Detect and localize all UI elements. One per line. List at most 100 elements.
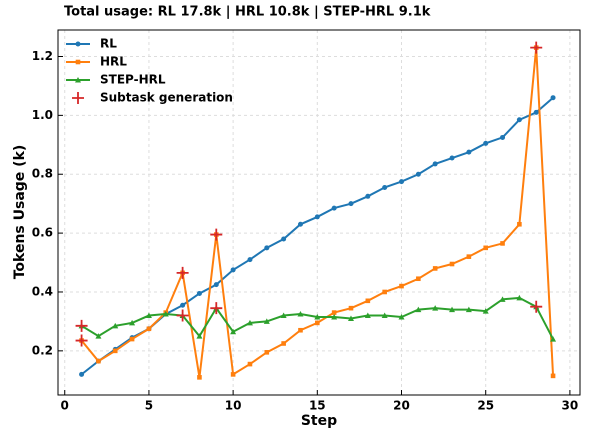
point <box>281 341 286 346</box>
point <box>348 305 354 311</box>
point <box>230 372 236 377</box>
legend-marker <box>75 41 81 47</box>
point <box>180 302 186 308</box>
point <box>75 41 81 47</box>
point <box>210 302 223 315</box>
x-tick-label: 20 <box>393 399 410 413</box>
point <box>516 117 522 123</box>
legend-label: Subtask generation <box>100 91 233 105</box>
point <box>145 312 152 319</box>
point <box>364 312 371 319</box>
point <box>264 350 270 355</box>
point <box>129 319 136 326</box>
point <box>500 241 505 246</box>
point <box>382 184 388 190</box>
point <box>196 290 202 296</box>
y-tick-label: 1.2 <box>32 49 53 63</box>
point <box>533 109 539 115</box>
legend-label: HRL <box>100 55 127 69</box>
point <box>197 375 202 380</box>
point <box>112 322 119 329</box>
point <box>348 201 354 207</box>
point <box>196 333 203 339</box>
y-tick-label: 1.0 <box>32 108 53 122</box>
point <box>314 313 321 320</box>
point <box>483 245 489 251</box>
legend-marker <box>72 92 84 104</box>
point <box>449 155 455 161</box>
point <box>176 266 189 279</box>
point <box>75 334 88 347</box>
point <box>314 214 320 220</box>
y-tick-label: 0.4 <box>32 284 53 298</box>
point <box>96 358 101 364</box>
point <box>365 193 371 199</box>
point <box>146 326 152 332</box>
point <box>176 309 189 322</box>
x-tick-label: 25 <box>477 399 494 413</box>
point <box>247 257 253 263</box>
point <box>230 328 237 335</box>
x-axis-label: Step <box>301 413 337 429</box>
point <box>246 319 253 326</box>
point <box>79 371 85 377</box>
point <box>75 77 81 83</box>
point <box>483 140 489 146</box>
chart-title: Total usage: RL 17.8k | HRL 10.8k | STEP… <box>64 5 431 20</box>
point <box>416 276 421 282</box>
y-tick-label: 0.8 <box>32 167 53 181</box>
point <box>315 320 320 326</box>
point <box>432 305 439 311</box>
x-tick-label: 5 <box>145 399 153 413</box>
point <box>500 134 506 140</box>
x-tick-label: 15 <box>309 399 326 413</box>
point <box>465 306 472 313</box>
point <box>449 306 456 313</box>
y-tick-label: 0.2 <box>32 343 53 357</box>
point <box>347 315 354 321</box>
point <box>398 313 405 320</box>
x-tick-label: 0 <box>61 399 69 413</box>
point <box>331 310 337 315</box>
point <box>550 373 556 379</box>
point <box>129 336 135 342</box>
legend-marker <box>75 77 81 83</box>
point <box>162 311 169 317</box>
point <box>213 282 219 288</box>
point <box>95 333 102 339</box>
plot-frame <box>57 29 581 396</box>
point <box>550 95 556 101</box>
point <box>530 300 543 313</box>
point <box>466 149 472 155</box>
y-tick-label: 0.6 <box>32 226 53 240</box>
point <box>72 92 84 104</box>
point <box>281 236 287 242</box>
point <box>112 348 118 354</box>
point <box>530 41 543 54</box>
point <box>264 245 270 251</box>
point <box>381 312 388 319</box>
point <box>399 179 405 185</box>
point <box>382 289 387 295</box>
point <box>449 261 455 267</box>
point <box>482 308 489 314</box>
point <box>280 312 287 319</box>
x-tick-label: 30 <box>562 399 579 413</box>
point <box>432 266 438 271</box>
point <box>331 205 337 211</box>
legend-label: RL <box>100 37 117 51</box>
point <box>297 221 303 227</box>
point <box>550 336 557 342</box>
point <box>399 283 404 289</box>
x-tick-label: 10 <box>225 399 242 413</box>
point <box>75 59 81 65</box>
point <box>415 306 422 313</box>
point <box>75 319 88 332</box>
point <box>331 313 338 320</box>
point <box>415 171 421 177</box>
point <box>247 361 253 367</box>
legend-label: STEP-HRL <box>100 73 166 87</box>
legend-marker <box>75 59 81 65</box>
point <box>297 311 304 317</box>
